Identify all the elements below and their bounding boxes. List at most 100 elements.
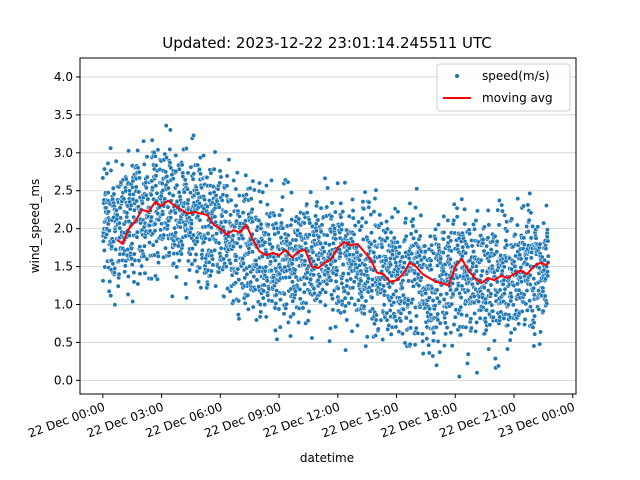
scatter-point — [177, 224, 183, 230]
scatter-point — [161, 232, 167, 238]
scatter-point — [538, 329, 543, 335]
scatter-point — [110, 239, 116, 245]
scatter-point — [257, 302, 263, 307]
scatter-point — [289, 261, 295, 267]
scatter-point — [387, 307, 393, 313]
scatter-point — [242, 300, 248, 306]
scatter-point — [527, 272, 533, 278]
scatter-point — [373, 333, 379, 339]
scatter-point — [469, 243, 475, 249]
scatter-point — [518, 264, 524, 270]
scatter-point — [372, 238, 378, 244]
scatter-point — [257, 314, 263, 320]
scatter-point — [424, 336, 430, 342]
scatter-point — [418, 275, 424, 281]
scatter-point — [272, 257, 278, 263]
scatter-point — [524, 307, 530, 313]
scatter-point — [384, 235, 390, 241]
scatter-point — [153, 173, 159, 179]
scatter-point — [194, 239, 200, 244]
scatter-point — [259, 254, 265, 259]
scatter-point — [431, 330, 437, 336]
legend: speed(m/s) moving avg — [436, 63, 571, 112]
scatter-point — [295, 227, 301, 233]
scatter-point — [377, 254, 383, 259]
scatter-point — [103, 205, 109, 211]
scatter-point — [400, 265, 406, 270]
scatter-point — [182, 177, 188, 183]
scatter-point — [393, 324, 399, 330]
scatter-point — [136, 189, 142, 195]
scatter-point — [454, 205, 460, 211]
scatter-point — [417, 233, 423, 239]
scatter-point — [320, 287, 326, 293]
scatter-point — [344, 283, 350, 289]
scatter-point — [223, 264, 229, 270]
scatter-point — [208, 225, 214, 231]
scatter-point — [211, 166, 217, 172]
scatter-point — [463, 250, 469, 256]
scatter-point — [122, 263, 128, 269]
scatter-point — [428, 267, 434, 272]
scatter-point — [297, 296, 303, 302]
scatter-point — [193, 251, 199, 257]
scatter-point — [258, 309, 264, 315]
scatter-point — [197, 217, 203, 223]
scatter-point — [464, 313, 470, 318]
scatter-point — [545, 253, 551, 259]
scatter-point — [185, 186, 190, 192]
scatter-point — [496, 198, 502, 203]
scatter-point — [270, 244, 275, 250]
scatter-point — [388, 331, 394, 337]
scatter-point — [167, 146, 173, 152]
scatter-point — [135, 165, 141, 171]
scatter-point — [300, 305, 306, 311]
scatter-point — [271, 212, 277, 218]
scatter-point — [162, 196, 168, 202]
scatter-point — [531, 320, 537, 326]
scatter-point — [459, 196, 465, 202]
scatter-point — [334, 268, 340, 274]
scatter-point — [363, 298, 369, 304]
scatter-point — [190, 232, 196, 238]
scatter-point — [188, 190, 193, 196]
scatter-point — [198, 171, 203, 177]
scatter-point — [106, 209, 111, 215]
scatter-point — [324, 281, 330, 287]
scatter-point — [486, 258, 492, 264]
scatter-point — [283, 305, 289, 311]
scatter-point — [544, 227, 550, 233]
scatter-point — [227, 288, 233, 294]
scatter-point — [366, 204, 372, 210]
scatter-point — [473, 328, 479, 334]
scatter-point — [236, 316, 242, 322]
scatter-point — [449, 301, 455, 307]
scatter-point — [348, 276, 354, 282]
scatter-point — [242, 275, 248, 281]
scatter-point — [370, 306, 376, 312]
scatter-point — [124, 214, 130, 220]
scatter-point — [155, 147, 161, 153]
scatter-point — [396, 250, 402, 256]
scatter-point — [496, 222, 502, 228]
scatter-point — [434, 287, 440, 293]
scatter-point — [306, 232, 312, 238]
scatter-point — [257, 180, 262, 186]
scatter-point — [401, 306, 406, 312]
scatter-point — [104, 232, 110, 237]
scatter-point — [111, 191, 117, 197]
scatter-point — [268, 259, 274, 265]
scatter-point — [263, 314, 269, 320]
scatter-point — [433, 226, 438, 232]
scatter-point — [537, 241, 543, 247]
scatter-point — [442, 343, 447, 349]
scatter-point — [434, 362, 439, 368]
scatter-point — [155, 253, 161, 259]
scatter-point — [485, 235, 491, 241]
scatter-point — [470, 260, 476, 266]
scatter-point — [494, 279, 500, 285]
scatter-point — [335, 180, 341, 186]
scatter-point — [329, 200, 335, 206]
scatter-point — [445, 217, 451, 223]
scatter-point — [126, 148, 132, 154]
